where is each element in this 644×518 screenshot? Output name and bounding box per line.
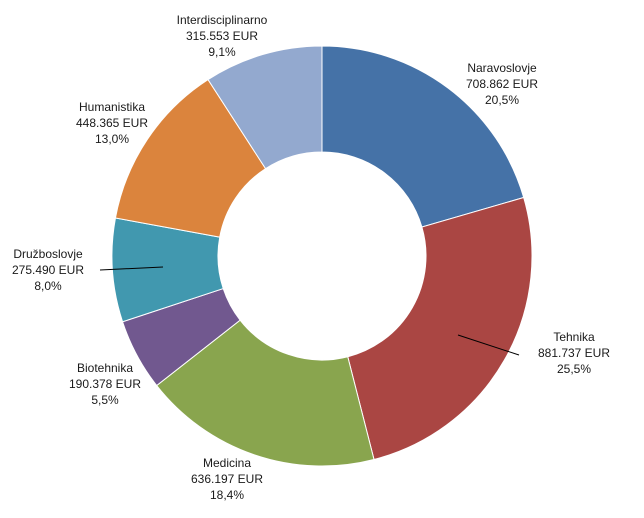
- slice-tehnika: [347, 196, 533, 461]
- slice-interdisciplinarno: [207, 45, 323, 170]
- percent-label: 8,0%: [34, 279, 62, 293]
- percent-label: 9,1%: [208, 45, 236, 59]
- leader-line-druzboslovje: [99, 266, 164, 271]
- percent-label: 18,4%: [210, 488, 244, 502]
- percent-label: 13,0%: [95, 132, 129, 146]
- data-label-humanistika: Humanistika 448.365 EUR 13,0%: [76, 100, 148, 146]
- data-label-interdisciplinarno: Interdisciplinarno 315.553 EUR 9,1%: [177, 13, 268, 59]
- category-name: Naravoslovje: [467, 61, 537, 75]
- slices-group: [111, 45, 533, 467]
- category-name: Biotehnika: [77, 361, 133, 375]
- value-label: 448.365 EUR: [76, 116, 148, 130]
- data-label-naravoslovje: Naravoslovje 708.862 EUR 20,5%: [466, 61, 538, 107]
- slice-humanistika: [114, 78, 267, 238]
- category-name: Tehnika: [553, 330, 595, 344]
- data-label-tehnika: Tehnika 881.737 EUR 25,5%: [538, 330, 610, 376]
- value-label: 708.862 EUR: [466, 77, 538, 91]
- category-name: Družboslovje: [13, 247, 83, 261]
- percent-label: 20,5%: [485, 93, 519, 107]
- value-label: 881.737 EUR: [538, 346, 610, 360]
- slice-naravoslovje: [321, 45, 525, 228]
- data-label-druzboslovje: Družboslovje 275.490 EUR 8,0%: [12, 247, 84, 293]
- category-name: Interdisciplinarno: [177, 13, 268, 27]
- value-label: 315.553 EUR: [186, 29, 258, 43]
- value-label: 275.490 EUR: [12, 263, 84, 277]
- value-label: 190.378 EUR: [69, 377, 141, 391]
- category-name: Humanistika: [79, 100, 145, 114]
- value-label: 636.197 EUR: [191, 472, 263, 486]
- slice-medicina: [155, 319, 375, 467]
- percent-label: 25,5%: [557, 362, 591, 376]
- leader-line-tehnika: [457, 334, 520, 356]
- data-label-medicina: Medicina 636.197 EUR 18,4%: [191, 456, 263, 502]
- leader-lines-group: [99, 266, 520, 356]
- labels-group: Naravoslovje 708.862 EUR 20,5% Tehnika 881.7…: [12, 13, 610, 502]
- percent-label: 5,5%: [91, 393, 119, 407]
- data-label-biotehnika: Biotehnika 190.378 EUR 5,5%: [69, 361, 141, 407]
- category-name: Medicina: [203, 456, 251, 470]
